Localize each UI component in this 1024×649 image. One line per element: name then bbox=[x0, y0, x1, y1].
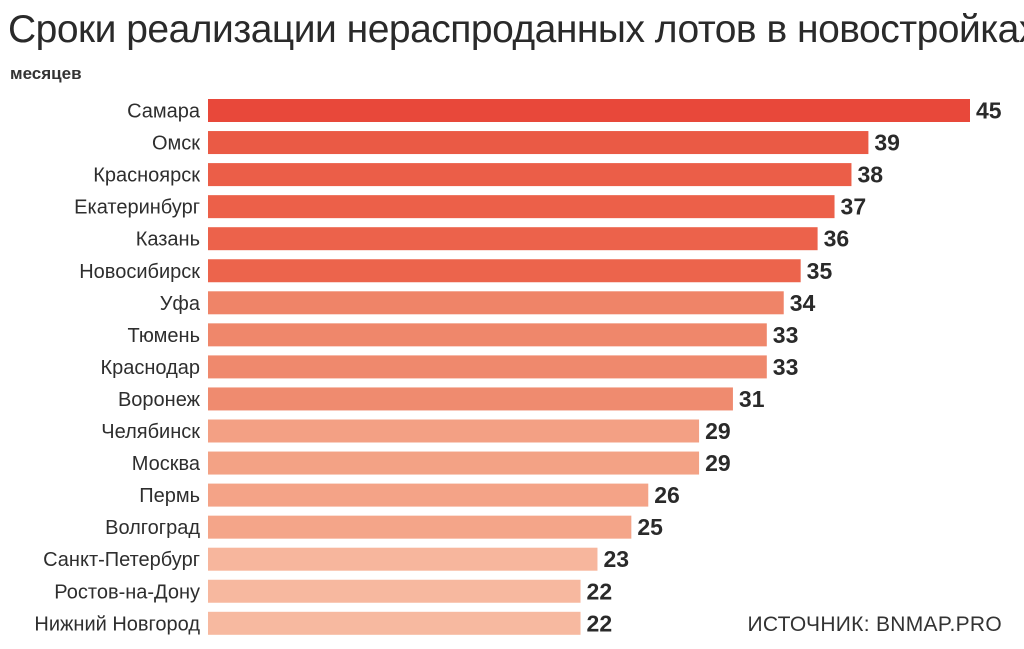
bar bbox=[208, 355, 767, 379]
bar bbox=[208, 547, 598, 571]
category-label: Самара bbox=[127, 101, 201, 123]
category-label: Казань bbox=[136, 229, 200, 251]
value-label: 33 bbox=[773, 322, 799, 348]
value-label: 26 bbox=[654, 482, 680, 508]
unit-label: месяцев bbox=[10, 64, 82, 83]
value-label: 39 bbox=[874, 130, 900, 156]
bar bbox=[208, 131, 869, 155]
value-label: 37 bbox=[841, 194, 867, 220]
bar bbox=[208, 483, 649, 507]
category-label: Челябинск bbox=[101, 421, 200, 443]
bar bbox=[208, 515, 632, 539]
category-label: Уфа bbox=[160, 293, 201, 315]
category-label: Краснодар bbox=[100, 357, 200, 379]
source-note: ИСТОЧНИК: BNMAP.PRO bbox=[747, 613, 1002, 636]
bar bbox=[208, 419, 700, 443]
value-label: 38 bbox=[857, 162, 883, 188]
value-label: 45 bbox=[976, 98, 1002, 124]
value-label: 22 bbox=[587, 610, 613, 636]
bar bbox=[208, 195, 835, 219]
category-label: Красноярск bbox=[93, 165, 200, 187]
bar bbox=[208, 387, 733, 411]
value-label: 33 bbox=[773, 354, 799, 380]
category-label: Омск bbox=[152, 133, 200, 155]
value-label: 34 bbox=[790, 290, 816, 316]
value-label: 29 bbox=[705, 418, 731, 444]
category-label: Тюмень bbox=[128, 325, 200, 347]
bar bbox=[208, 227, 818, 251]
bar bbox=[208, 451, 700, 475]
bar bbox=[208, 611, 581, 635]
bar bbox=[208, 99, 970, 122]
bar bbox=[208, 579, 581, 603]
category-label: Новосибирск bbox=[79, 261, 200, 283]
bar bbox=[208, 323, 767, 347]
category-label: Воронеж bbox=[118, 389, 201, 411]
value-label: 23 bbox=[603, 546, 629, 572]
category-label: Нижний Новгород bbox=[34, 613, 200, 635]
bar bbox=[208, 259, 801, 283]
category-label: Санкт-Петербург bbox=[43, 549, 200, 571]
value-label: 22 bbox=[587, 578, 613, 604]
category-label: Москва bbox=[132, 453, 201, 475]
value-label: 25 bbox=[637, 514, 663, 540]
chart-title: Сроки реализации нераспроданных лотов в … bbox=[8, 8, 1024, 51]
category-label: Волгоград bbox=[105, 517, 200, 539]
bar bbox=[208, 163, 852, 187]
value-label: 35 bbox=[807, 258, 833, 284]
category-label: Екатеринбург bbox=[74, 197, 200, 219]
value-label: 36 bbox=[824, 226, 850, 252]
category-label: Ростов-на-Дону bbox=[54, 581, 200, 603]
value-label: 29 bbox=[705, 450, 731, 476]
category-label: Пермь bbox=[139, 485, 200, 507]
value-label: 31 bbox=[739, 386, 765, 412]
bar bbox=[208, 291, 784, 315]
